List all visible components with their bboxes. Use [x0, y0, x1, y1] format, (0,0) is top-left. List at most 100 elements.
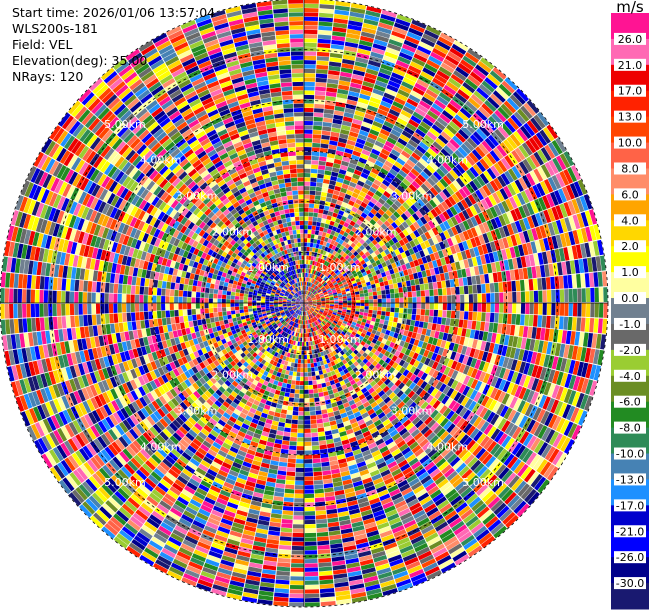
- ray-gate-cell: [310, 358, 314, 364]
- ray-gate-cell: [537, 441, 549, 456]
- ray-gate-cell: [432, 196, 441, 206]
- ray-gate-cell: [336, 341, 342, 347]
- ray-gate-cell: [331, 384, 337, 390]
- ray-gate-cell: [349, 333, 355, 339]
- ray-gate-cell: [312, 247, 316, 252]
- ray-gate-cell: [603, 303, 608, 318]
- ray-gate-cell: [297, 328, 300, 333]
- ray-gate-cell: [340, 129, 350, 136]
- ray-gate-cell: [305, 307, 307, 312]
- ray-gate-cell: [359, 93, 371, 101]
- ray-gate-cell: [533, 290, 539, 303]
- ray-gate-cell: [368, 60, 381, 68]
- ray-gate-cell: [347, 343, 353, 349]
- ray-gate-cell: [394, 248, 401, 256]
- ray-gate-cell: [304, 303, 307, 307]
- ray-gate-cell: [399, 258, 405, 266]
- ray-gate-cell: [390, 384, 398, 392]
- ray-gate-cell: [356, 161, 366, 168]
- ray-gate-cell: [304, 194, 310, 199]
- ray-gate-cell: [305, 333, 308, 338]
- ray-gate-cell: [377, 327, 383, 333]
- ray-gate-cell: [347, 185, 355, 192]
- ray-gate-cell: [333, 481, 343, 488]
- ray-gate-cell: [311, 147, 320, 152]
- ray-gate-cell: [531, 327, 537, 339]
- ray-gate-cell: [464, 454, 475, 465]
- ray-gate-cell: [328, 293, 333, 297]
- ray-gate-cell: [473, 266, 480, 276]
- ray-gate-cell: [458, 383, 467, 394]
- ray-gate-cell: [560, 358, 568, 372]
- ray-gate-cell: [423, 240, 431, 248]
- ray-gate-cell: [431, 323, 437, 331]
- ray-gate-cell: [356, 390, 363, 397]
- ray-gate-cell: [361, 85, 373, 93]
- ray-gate-cell: [304, 428, 311, 433]
- ray-gate-cell: [527, 471, 540, 486]
- ray-gate-cell: [376, 379, 384, 387]
- ray-gate-cell: [399, 443, 409, 452]
- ray-gate-cell: [304, 567, 319, 572]
- ray-gate-cell: [522, 417, 532, 431]
- ray-gate-cell: [436, 554, 452, 566]
- ray-gate-cell: [289, 589, 304, 594]
- ray-gate-cell: [368, 276, 374, 282]
- ray-gate-cell: [451, 295, 456, 303]
- ray-gate-cell: [511, 442, 523, 456]
- ray-gate-cell: [406, 363, 413, 372]
- ray-gate-cell: [413, 238, 420, 246]
- ray-gate-cell: [373, 376, 381, 384]
- ray-gate-cell: [419, 334, 426, 342]
- ray-gate-cell: [429, 397, 438, 407]
- ray-gate-cell: [441, 317, 447, 325]
- ray-gate-cell: [439, 528, 453, 540]
- ray-gate-cell: [349, 512, 362, 520]
- ray-gate-cell: [334, 301, 339, 303]
- ray-gate-cell: [358, 157, 367, 164]
- ray-gate-cell: [414, 189, 423, 199]
- ray-gate-cell: [428, 368, 436, 377]
- ray-gate-cell: [332, 433, 340, 439]
- ray-gate-cell: [506, 382, 515, 395]
- ray-gate-cell: [514, 207, 523, 220]
- ray-gate-cell: [454, 114, 466, 125]
- ray-gate-cell: [332, 226, 338, 232]
- ray-gate-cell: [431, 227, 439, 236]
- ray-gate-cell: [584, 317, 590, 333]
- ray-gate-cell: [353, 529, 366, 537]
- ray-gate-cell: [376, 290, 382, 296]
- ray-gate-cell: [552, 450, 564, 466]
- ray-gate-cell: [344, 243, 351, 249]
- ray-gate-cell: [510, 458, 522, 472]
- ray-gate-cell: [400, 213, 409, 221]
- ray-gate-cell: [296, 454, 304, 459]
- ray-gate-cell: [420, 355, 427, 364]
- ray-gate-cell: [319, 333, 324, 338]
- ray-gate-cell: [533, 423, 544, 437]
- ray-gate-cell: [585, 363, 593, 379]
- ray-gate-cell: [417, 271, 423, 279]
- ray-gate-cell: [312, 142, 321, 148]
- ray-gate-cell: [337, 294, 343, 298]
- ray-gate-cell: [346, 257, 353, 263]
- ray-gate-cell: [311, 289, 315, 293]
- ray-gate-cell: [319, 258, 324, 264]
- ray-gate-cell: [370, 320, 375, 326]
- ray-gate-cell: [341, 216, 347, 222]
- ray-gate-cell: [450, 351, 457, 360]
- ray-gate-cell: [377, 72, 391, 80]
- ray-gate-cell: [494, 228, 502, 240]
- ray-gate-cell: [319, 448, 328, 454]
- ray-gate-cell: [351, 331, 357, 336]
- ray-gate-cell: [427, 220, 436, 229]
- ray-gate-cell: [386, 298, 391, 303]
- ray-gate-cell: [318, 356, 323, 362]
- ray-gate-cell: [404, 73, 418, 83]
- ray-gate-cell: [342, 281, 348, 286]
- ray-gate-cell: [363, 481, 374, 489]
- ray-gate-cell: [443, 357, 450, 366]
- ray-gate-cell: [391, 221, 398, 229]
- ray-gate-cell: [434, 475, 446, 485]
- ray-gate-cell: [353, 285, 359, 290]
